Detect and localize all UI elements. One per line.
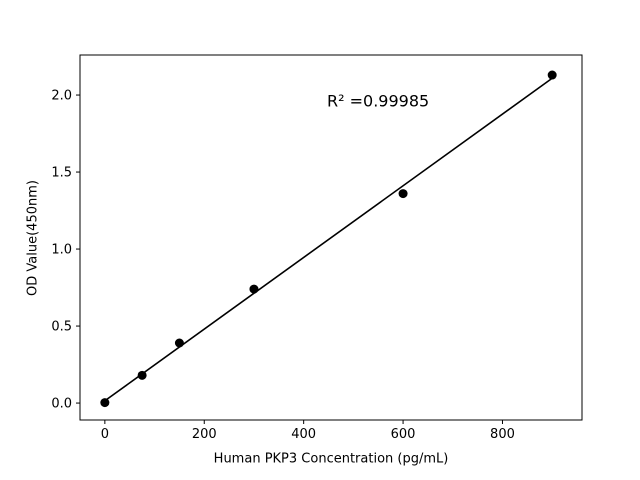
plot-frame bbox=[79, 54, 583, 421]
data-point bbox=[398, 189, 408, 199]
y-tick-label: 2.0 bbox=[51, 89, 72, 104]
y-axis-label: OD Value(450nm) bbox=[25, 180, 41, 296]
y-tick-label: 1.0 bbox=[51, 243, 72, 258]
x-axis-label: Human PKP3 Concentration (pg/mL) bbox=[213, 451, 449, 467]
fit-line bbox=[100, 74, 557, 405]
x-tick-label: 800 bbox=[490, 427, 515, 442]
y-tick-label: 0.5 bbox=[51, 320, 72, 335]
r-squared-annotation: R² =0.99985 bbox=[327, 91, 430, 111]
y-tick-label: 0.0 bbox=[51, 397, 72, 412]
x-tick-label: 600 bbox=[391, 427, 416, 442]
data-point bbox=[174, 338, 184, 348]
data-point bbox=[137, 370, 147, 380]
x-tick-label: 200 bbox=[192, 427, 217, 442]
data-point bbox=[249, 284, 259, 294]
x-tick-label: 0 bbox=[101, 427, 109, 442]
y-tick-label: 1.5 bbox=[51, 166, 72, 181]
data-point bbox=[100, 398, 110, 408]
data-point bbox=[547, 70, 557, 80]
x-tick-label: 400 bbox=[291, 427, 316, 442]
